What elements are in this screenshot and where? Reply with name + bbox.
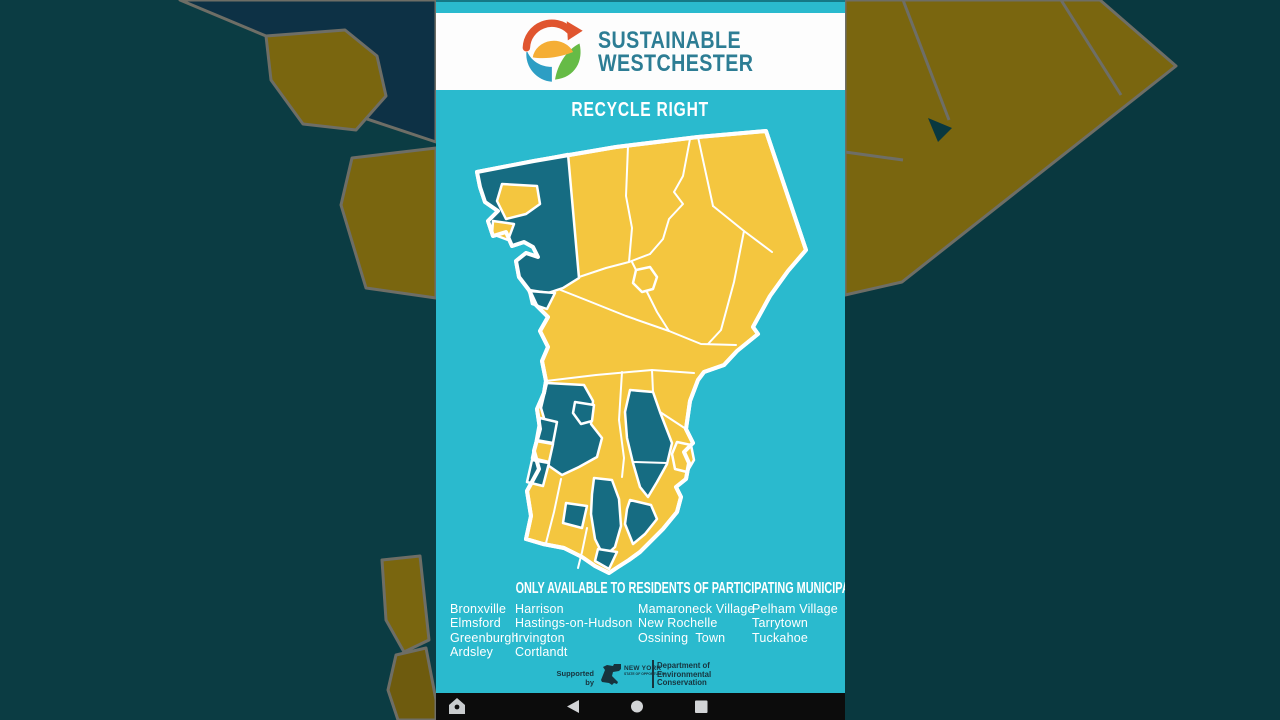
map-enclave-mount-kisco — [631, 265, 659, 294]
supported-by-label: Supported by — [556, 669, 595, 687]
map-region-elmsford — [571, 400, 596, 426]
brand-wordmark: SUSTAINABLE WESTCHESTER — [598, 27, 788, 77]
brand-line1: SUSTAINABLE — [598, 27, 742, 54]
supported-by-row: Supported by NEW YORK STATE OF OPPORTUNI… — [436, 658, 845, 692]
new-york-label: NEW YORK — [624, 665, 662, 672]
municipality-column: Pelham Village Tarrytown Tuckahoe — [752, 602, 838, 645]
municipality-item: Bronxville — [450, 602, 507, 616]
logo-divider — [652, 660, 654, 688]
bg-olive-strip — [386, 646, 438, 720]
back-icon[interactable] — [567, 700, 579, 713]
map-region-ardsley — [561, 501, 589, 530]
municipality-column: Mamaroneck Village New Rochelle Ossining… — [638, 602, 755, 645]
new-york-state-icon — [601, 664, 621, 685]
map-enclave-peekskill — [495, 182, 542, 221]
recents-icon[interactable] — [695, 700, 708, 714]
municipality-column: Bronxville Elmsford Greenburgh Ardsley — [450, 602, 519, 659]
app-header: SUSTAINABLE WESTCHESTER — [436, 13, 845, 90]
municipality-item: Tuckahoe — [752, 630, 809, 645]
bg-olive-corner — [843, 0, 1178, 297]
bg-olive-blob — [264, 28, 388, 132]
municipality-item: Cortlandt — [515, 644, 568, 659]
map-region-pelham — [593, 547, 619, 571]
municipality-item: Elmsford — [450, 616, 501, 631]
android-nav-bar — [436, 693, 845, 720]
municipality-column: Harrison Hastings-on-Hudson Irvington Co… — [515, 602, 633, 659]
availability-heading: ONLY AVAILABLE TO RESIDENTS OF PARTICIPA… — [515, 580, 845, 597]
municipality-item: Tarrytown — [752, 616, 808, 631]
municipality-item: Greenburgh — [450, 630, 519, 645]
municipality-item: Irvington — [515, 630, 565, 645]
state-of-opportunity-label: STATE OF OPPORTUNITY — [624, 672, 666, 676]
municipality-list: Bronxville Elmsford Greenburgh Ardsley H… — [436, 602, 845, 664]
municipality-item: Hastings-on-Hudson — [515, 616, 633, 631]
app-screen: SUSTAINABLE WESTCHESTER RECYCLE RIGHT — [436, 0, 845, 720]
page-title: RECYCLE RIGHT — [571, 99, 710, 121]
department-label: Department of Environmental Conservation — [657, 661, 712, 688]
municipality-item: Ossining Town — [638, 630, 726, 645]
status-bar — [436, 0, 845, 15]
bg-olive-edge — [339, 146, 438, 300]
municipality-item: New Rochelle — [638, 616, 718, 631]
municipality-item: Mamaroneck Village — [638, 602, 755, 616]
bg-olive-strip — [380, 554, 431, 654]
municipality-item: Harrison — [515, 602, 564, 616]
municipality-item: Ardsley — [450, 644, 494, 659]
sustainable-westchester-logo-icon — [522, 19, 583, 82]
map-region-new-rochelle — [623, 498, 659, 546]
westchester-county-map — [475, 129, 808, 575]
brand-line2: WESTCHESTER — [598, 50, 754, 77]
home-icon[interactable] — [631, 700, 643, 713]
new-york-logo-text: NEW YORK STATE OF OPPORTUNITY — [624, 665, 684, 676]
house-home-icon[interactable] — [449, 698, 465, 714]
municipality-item: Pelham Village — [752, 602, 838, 616]
map-region-harrison — [623, 388, 674, 499]
